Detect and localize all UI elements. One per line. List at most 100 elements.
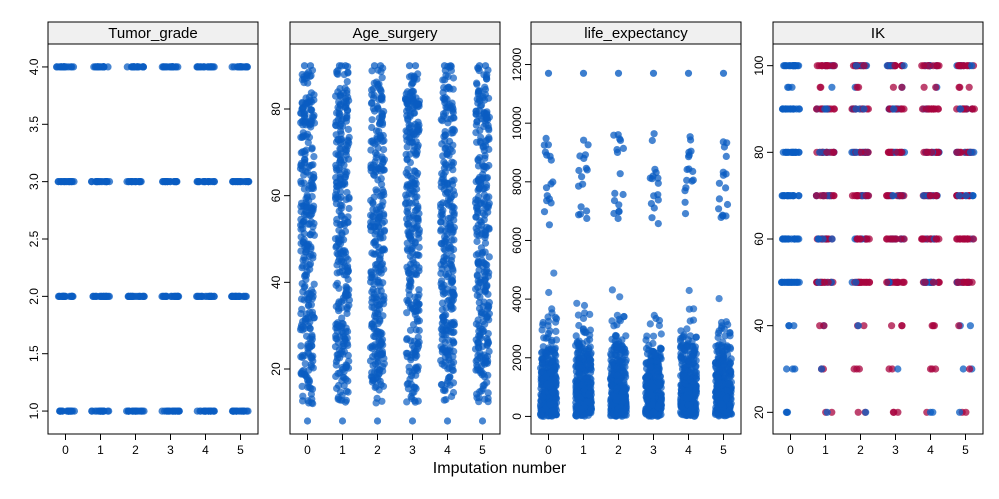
observed-point	[580, 70, 587, 77]
observed-point	[616, 135, 623, 142]
observed-point	[575, 167, 582, 174]
observed-point	[649, 175, 656, 182]
imputed-point	[888, 322, 895, 329]
observed-point	[333, 335, 340, 342]
observed-point	[795, 105, 802, 112]
imputed-point	[831, 62, 838, 69]
y-tick-label: 10000	[510, 106, 524, 140]
observed-point	[342, 361, 349, 368]
observed-point	[342, 62, 349, 69]
observed-point	[784, 409, 791, 416]
data-points	[297, 62, 493, 425]
observed-point	[553, 363, 560, 370]
observed-point	[720, 169, 727, 176]
observed-point	[413, 76, 420, 83]
observed-point	[481, 212, 488, 219]
observed-point	[336, 111, 343, 118]
imputed-point	[918, 62, 925, 69]
observed-point	[369, 274, 376, 281]
imputed-point	[892, 62, 899, 69]
observed-point	[576, 394, 583, 401]
observed-point	[960, 365, 967, 372]
observed-point	[472, 285, 479, 292]
observed-point	[337, 221, 344, 228]
observed-point	[377, 62, 384, 69]
observed-point	[548, 408, 555, 415]
observed-point	[473, 251, 480, 258]
observed-point	[410, 321, 417, 328]
observed-point	[544, 381, 551, 388]
observed-point	[473, 81, 480, 88]
imputed-point	[824, 62, 831, 69]
observed-point	[336, 354, 343, 361]
observed-point	[344, 256, 351, 263]
observed-point	[473, 204, 480, 211]
imputed-point	[860, 62, 867, 69]
observed-point	[409, 179, 416, 186]
observed-point	[716, 295, 723, 302]
x-tick-label: 5	[962, 443, 969, 457]
imputed-point	[813, 192, 820, 199]
observed-point	[332, 93, 339, 100]
observed-point	[712, 411, 719, 418]
observed-point	[610, 322, 617, 329]
observed-point	[690, 305, 697, 312]
observed-point	[412, 152, 419, 159]
observed-point	[447, 195, 454, 202]
observed-point	[242, 293, 249, 300]
observed-point	[485, 126, 492, 133]
y-tick-label: 6000	[510, 227, 524, 254]
observed-point	[205, 63, 212, 70]
observed-point	[344, 94, 351, 101]
observed-point	[476, 299, 483, 306]
x-tick-label: 1	[822, 443, 829, 457]
observed-point	[332, 343, 339, 350]
observed-point	[376, 120, 383, 127]
observed-point	[297, 310, 304, 317]
observed-point	[370, 171, 377, 178]
panel-title: Tumor_grade	[108, 25, 198, 42]
observed-point	[608, 382, 615, 389]
observed-point	[345, 195, 352, 202]
observed-point	[549, 346, 556, 353]
y-tick-label: 2000	[510, 344, 524, 371]
observed-point	[890, 192, 897, 199]
observed-point	[229, 408, 236, 415]
observed-point	[337, 102, 344, 109]
observed-point	[648, 200, 655, 207]
observed-point	[720, 70, 727, 77]
observed-point	[716, 180, 723, 187]
observed-point	[439, 300, 446, 307]
observed-point	[483, 164, 490, 171]
observed-point	[368, 86, 375, 93]
observed-point	[310, 153, 317, 160]
observed-point	[414, 340, 421, 347]
observed-point	[691, 346, 698, 353]
observed-point	[408, 81, 415, 88]
observed-point	[415, 334, 422, 341]
observed-point	[304, 243, 311, 250]
observed-point	[298, 322, 305, 329]
observed-point	[445, 245, 452, 252]
observed-point	[581, 309, 588, 316]
y-tick-label: 0	[510, 413, 524, 420]
imputed-point	[830, 149, 837, 156]
observed-point	[194, 178, 201, 185]
observed-point	[340, 294, 347, 301]
imputed-point	[863, 235, 870, 242]
observed-point	[580, 137, 587, 144]
observed-point	[160, 63, 167, 70]
observed-point	[337, 145, 344, 152]
y-tick-label: 20	[269, 362, 283, 376]
observed-point	[586, 336, 593, 343]
observed-point	[410, 259, 417, 266]
observed-point	[651, 312, 658, 319]
observed-point	[486, 299, 493, 306]
observed-point	[333, 303, 340, 310]
observed-point	[88, 408, 95, 415]
observed-point	[685, 153, 692, 160]
observed-point	[646, 388, 653, 395]
observed-point	[208, 293, 215, 300]
observed-point	[685, 357, 692, 364]
